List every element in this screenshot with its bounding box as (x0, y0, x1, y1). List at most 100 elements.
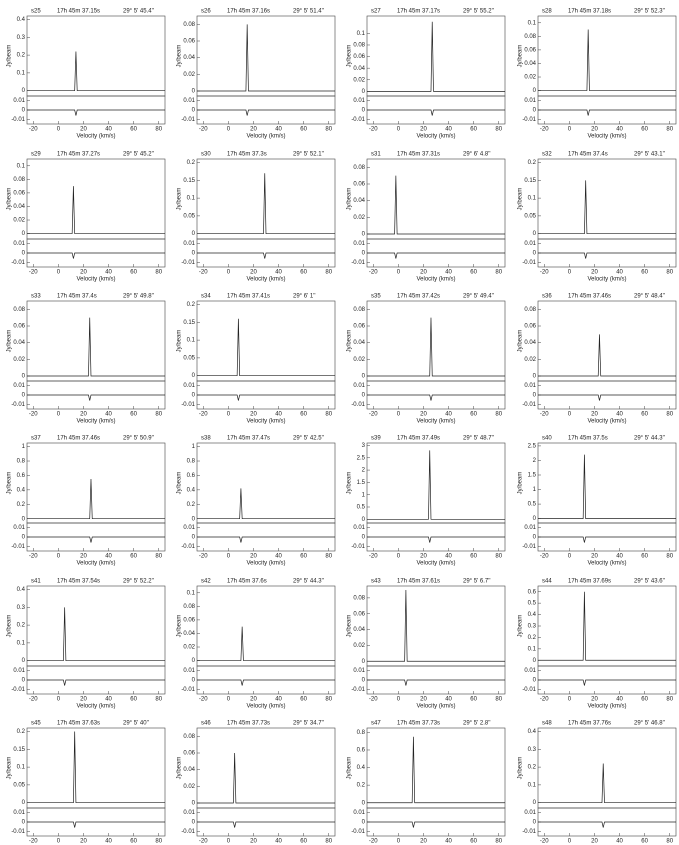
y-tick-label: 0.2 (17, 623, 26, 629)
y-tick-label: 0.8 (187, 459, 196, 465)
y-tick-label: 0.1 (187, 590, 196, 596)
x-tick-label: 20 (591, 839, 598, 845)
residual-tick-label: -0.01 (181, 544, 195, 550)
residual-tick-label: 0.01 (524, 383, 536, 389)
y-tick-label: 1.5 (528, 473, 537, 479)
residual-tick-label: 0 (533, 108, 537, 114)
y-tick-label: 2.5 (528, 443, 537, 449)
declination: 29° 5' 52.3'' (634, 9, 665, 15)
x-tick-label: 40 (616, 697, 623, 703)
x-tick-label: -20 (199, 839, 208, 845)
y-tick-label: 0.3 (17, 35, 26, 41)
y-tick-label: 0.06 (353, 182, 365, 188)
declination: 29° 5' 55.2'' (463, 9, 494, 15)
residual-tick-label: -0.01 (522, 117, 536, 123)
right-ascension: 17h 45m 37.47s (227, 436, 270, 442)
y-tick-label: 0.02 (353, 357, 365, 363)
x-tick-label: 80 (666, 412, 673, 418)
residual-tick-label: -0.01 (522, 687, 536, 693)
x-tick-label: 60 (470, 839, 477, 845)
residual-tick-label: 0.01 (353, 241, 365, 247)
right-ascension: 17h 45m 37.16s (227, 9, 270, 15)
residual-tick-label: 0 (362, 393, 366, 399)
y-axis-label: Jy/beam (347, 330, 353, 353)
y-tick-label: 0.02 (353, 215, 365, 221)
x-tick-label: 0 (227, 839, 231, 845)
x-tick-label: -20 (540, 412, 549, 418)
x-tick-label: -20 (540, 270, 549, 276)
x-tick-label: 60 (641, 554, 648, 560)
residual-tick-label: 0.01 (183, 383, 195, 389)
x-tick-label: 60 (130, 127, 137, 133)
x-tick-label: 40 (616, 839, 623, 845)
x-tick-label: 20 (250, 697, 257, 703)
x-tick-label: 80 (155, 270, 162, 276)
x-tick-label: 0 (227, 697, 231, 703)
x-tick-label: 60 (130, 839, 137, 845)
y-axis-label: Jy/beam (347, 188, 353, 211)
y-tick-label: 0 (533, 658, 537, 664)
x-tick-label: 40 (105, 697, 112, 703)
x-tick-label: 80 (325, 839, 332, 845)
y-axis-label: Jy/beam (7, 188, 13, 211)
source-name: s44 (542, 579, 552, 585)
spectrum-frame (537, 442, 677, 524)
x-tick-label: 0 (397, 127, 401, 133)
y-tick-label: 0.08 (183, 734, 195, 740)
residual-tick-label: -0.01 (351, 687, 365, 693)
spectrum-line (538, 334, 676, 377)
y-tick-label: 0.06 (183, 39, 195, 45)
residual-tick-label: 0.01 (524, 525, 536, 531)
x-tick-label: 20 (80, 412, 87, 418)
x-tick-label: 40 (275, 697, 282, 703)
residual-tick-label: 0.01 (183, 668, 195, 674)
y-axis-label: Jy/beam (347, 472, 353, 495)
y-tick-label: 0.1 (17, 70, 26, 76)
y-axis-label: Jy/beam (7, 472, 13, 495)
right-ascension: 17h 45m 37.69s (568, 579, 611, 585)
x-tick-label: 60 (641, 839, 648, 845)
y-axis-label: Jy/beam (518, 188, 524, 211)
declination: 29° 5' 49.4'' (463, 294, 494, 300)
residual-tick-label: 0 (22, 251, 26, 257)
residual-tick-label: 0 (192, 251, 196, 257)
y-tick-label: 0 (533, 374, 537, 380)
x-tick-label: 0 (397, 839, 401, 845)
x-tick-label: -20 (540, 839, 549, 845)
y-tick-label: 0.08 (353, 307, 365, 313)
x-tick-label: 20 (420, 412, 427, 418)
source-name: s46 (201, 721, 211, 727)
x-tick-label: 40 (616, 412, 623, 418)
residual-tick-label: -0.01 (181, 260, 195, 266)
y-tick-label: 0.8 (357, 730, 366, 736)
x-tick-label: 60 (300, 270, 307, 276)
y-tick-label: 0.08 (353, 165, 365, 171)
y-tick-label: 0.2 (187, 502, 196, 508)
y-tick-label: 0.15 (13, 747, 25, 753)
spectrum-line (538, 29, 676, 91)
y-tick-label: 0.2 (187, 302, 196, 308)
x-tick-label: -20 (369, 412, 378, 418)
x-tick-label: 0 (227, 127, 231, 133)
x-tick-label: 20 (591, 554, 598, 560)
source-name: s45 (31, 721, 41, 727)
x-tick-label: 60 (300, 554, 307, 560)
y-tick-label: 0.02 (524, 357, 536, 363)
declination: 29° 5' 52.2'' (123, 579, 154, 585)
residual-line (197, 821, 335, 828)
x-tick-label: 60 (641, 412, 648, 418)
residual-line (27, 109, 165, 116)
y-tick-label: 0.2 (17, 502, 26, 508)
residual-tick-label: 0 (533, 535, 537, 541)
y-tick-label: 0 (192, 373, 196, 379)
x-tick-label: -20 (199, 697, 208, 703)
y-tick-label: 0.05 (13, 782, 25, 788)
x-tick-label: 40 (275, 270, 282, 276)
y-axis-label: Jy/beam (177, 472, 183, 495)
residual-line (27, 821, 165, 828)
spectrum-line (367, 317, 505, 377)
source-name: s48 (542, 721, 552, 727)
y-tick-label: 0.1 (528, 782, 537, 788)
x-tick-label: 60 (300, 697, 307, 703)
y-tick-label: 0.06 (13, 190, 25, 196)
